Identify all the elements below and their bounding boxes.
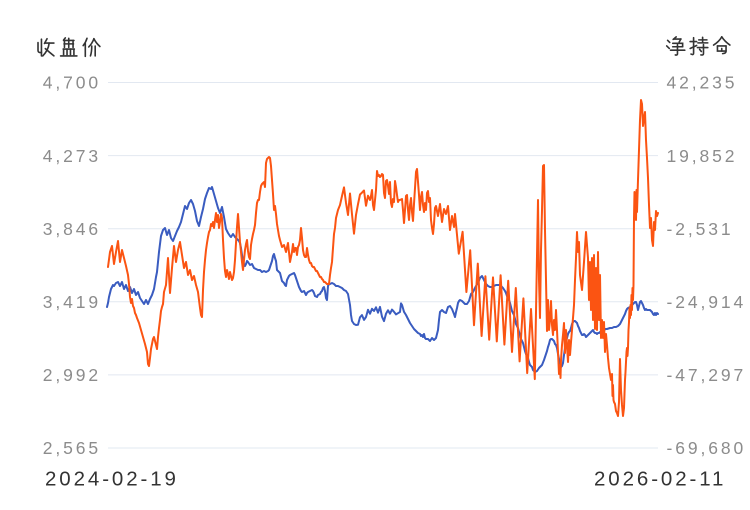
- svg-text:-2,531: -2,531: [667, 219, 734, 239]
- svg-text:-47,297: -47,297: [667, 365, 747, 385]
- svg-text:2026-02-11: 2026-02-11: [594, 468, 726, 491]
- svg-text:42,235: 42,235: [667, 73, 738, 93]
- svg-text:3,846: 3,846: [43, 219, 101, 239]
- svg-text:4,273: 4,273: [43, 146, 101, 166]
- svg-text:2,565: 2,565: [43, 438, 101, 458]
- svg-text:-24,914: -24,914: [667, 292, 747, 312]
- svg-text:2,992: 2,992: [43, 365, 101, 385]
- svg-text:-69,680: -69,680: [667, 438, 747, 458]
- svg-text:2024-02-19: 2024-02-19: [45, 468, 179, 491]
- svg-text:4,700: 4,700: [43, 73, 101, 93]
- svg-text:3,419: 3,419: [43, 292, 101, 312]
- svg-text:19,852: 19,852: [667, 146, 738, 166]
